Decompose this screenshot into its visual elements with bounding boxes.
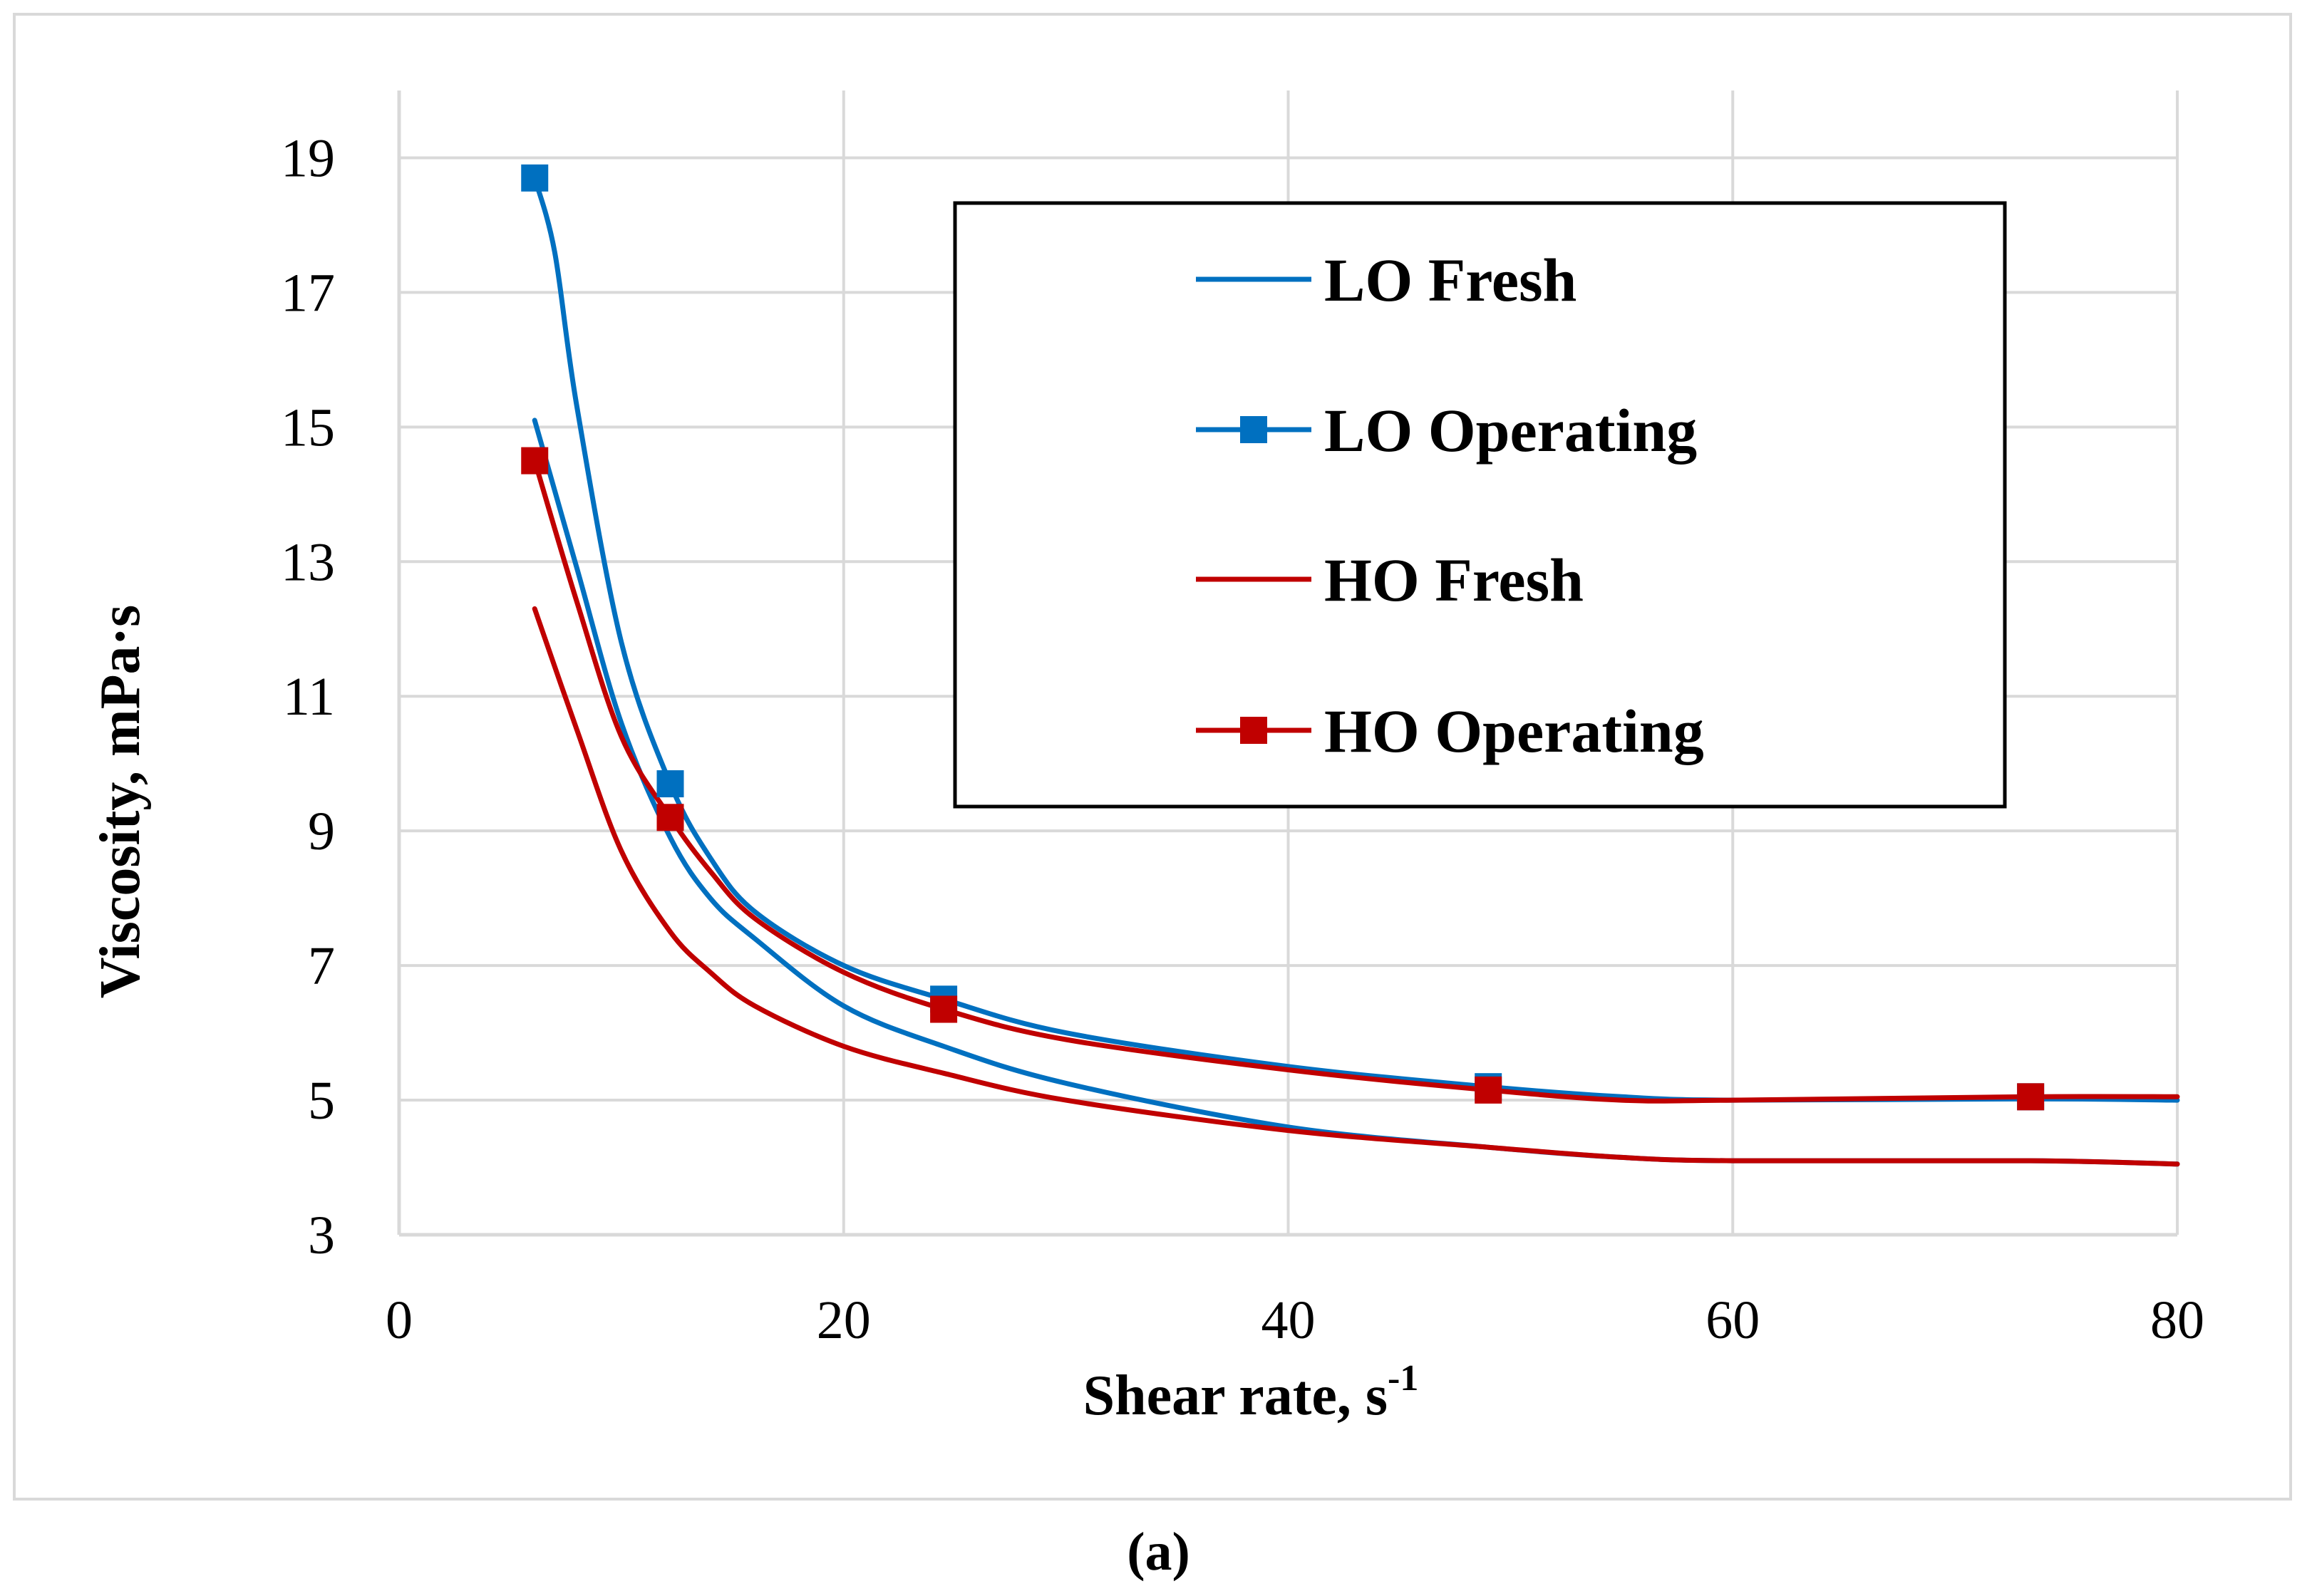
x-tick-labels: 0 20 40 60 80	[386, 1290, 2204, 1350]
data-point-ho-operating	[2017, 1083, 2045, 1111]
legend-label-lo-fresh: LO Fresh	[1324, 246, 1577, 314]
x-tick-label: 80	[2150, 1290, 2204, 1350]
data-point-ho-operating	[1475, 1076, 1502, 1104]
y-axis-title: Viscosity, mPa·s	[89, 605, 152, 999]
series-line-ho-operating	[532, 458, 2180, 1104]
data-point-lo-operating	[656, 770, 684, 798]
y-tick-label: 11	[283, 667, 335, 727]
chart-frame	[13, 13, 2292, 1501]
x-tick-label: 60	[1706, 1290, 1760, 1350]
y-tick-labels: 3 5 7 9 11 13 15 17 19	[281, 128, 335, 1265]
legend-label-ho-operating: HO Operating	[1324, 697, 1704, 765]
figure-caption: (a)	[1127, 1522, 1190, 1582]
y-tick-label: 17	[281, 263, 335, 323]
y-tick-label: 15	[281, 398, 335, 457]
x-tick-label: 0	[386, 1290, 413, 1350]
y-tick-label: 3	[308, 1206, 335, 1265]
legend-label-lo-operating: LO Operating	[1324, 396, 1697, 465]
data-point-ho-operating	[930, 995, 958, 1023]
x-tick-label: 20	[817, 1290, 871, 1350]
legend: LO Fresh LO Operating HO Fresh HO Operating	[953, 201, 2007, 809]
y-tick-label: 5	[308, 1071, 335, 1131]
plot-area	[521, 164, 2180, 1167]
y-tick-label: 9	[308, 802, 335, 861]
series-line-ho-fresh	[532, 606, 2180, 1167]
x-axis-title-text: Shear rate, s	[1083, 1364, 1388, 1427]
legend-label-ho-fresh: HO Fresh	[1324, 546, 1584, 614]
data-point-ho-operating	[521, 447, 549, 475]
x-axis-title-superscript: -1	[1388, 1358, 1418, 1399]
axes	[397, 90, 2177, 1237]
legend-marker-lo-operating	[1240, 416, 1267, 443]
x-axis-title: Shear rate, s-1	[1083, 1358, 1419, 1427]
y-tick-label: 19	[281, 128, 335, 188]
data-point-lo-operating	[521, 164, 549, 192]
y-tick-label: 13	[281, 532, 335, 592]
data-point-ho-operating	[656, 804, 684, 831]
legend-box	[953, 201, 2007, 809]
x-tick-label: 40	[1261, 1290, 1316, 1350]
legend-marker-ho-operating	[1240, 717, 1267, 744]
y-tick-label: 7	[308, 936, 335, 996]
